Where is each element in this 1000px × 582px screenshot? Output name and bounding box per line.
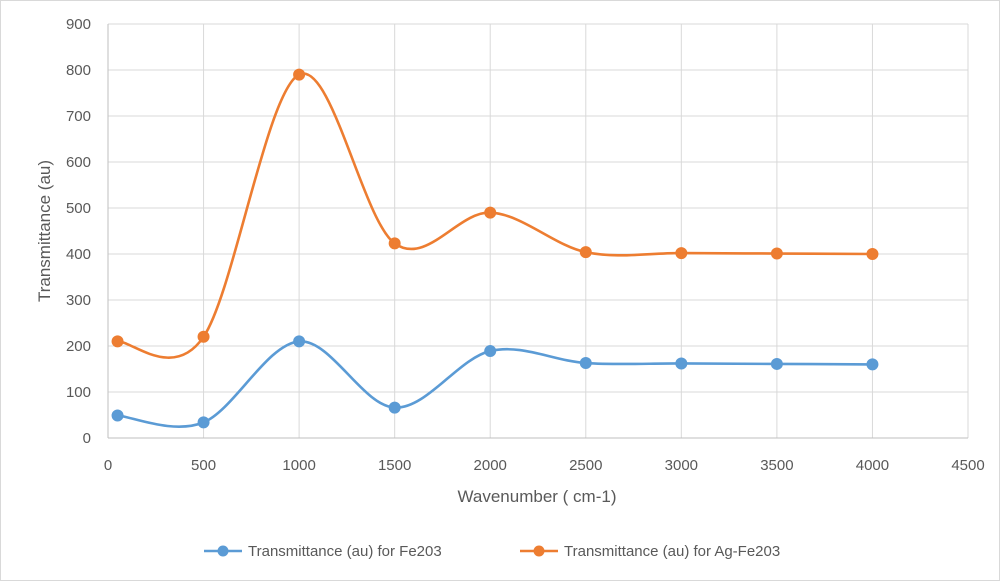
y-tick-label: 800 <box>66 62 91 79</box>
data-point <box>388 401 401 414</box>
y-tick-label: 100 <box>66 384 91 401</box>
data-point <box>111 409 124 422</box>
x-tick-label: 2500 <box>569 457 602 474</box>
legend-label: Transmittance (au) for Ag-Fe203 <box>564 543 780 560</box>
data-point <box>293 68 306 81</box>
x-tick-label: 2000 <box>474 457 507 474</box>
y-tick-label: 0 <box>83 430 91 447</box>
data-point <box>866 358 879 371</box>
x-tick-label: 4500 <box>951 457 984 474</box>
data-point <box>770 357 783 370</box>
legend-item-2: Transmittance (au) for Ag-Fe203 <box>520 543 780 560</box>
y-tick-label: 900 <box>66 16 91 33</box>
legend: Transmittance (au) for Fe203 Transmittanc… <box>204 543 780 560</box>
data-point <box>197 330 210 343</box>
y-tick-label: 300 <box>66 292 91 309</box>
x-tick-label: 4000 <box>856 457 889 474</box>
legend-marker-swatch <box>217 545 229 557</box>
data-point <box>197 416 210 429</box>
x-tick-label: 3000 <box>665 457 698 474</box>
x-tick-label: 0 <box>104 457 112 474</box>
y-tick-label: 700 <box>66 108 91 125</box>
legend-item-1: Transmittance (au) for Fe203 <box>204 543 442 560</box>
data-point <box>484 206 497 219</box>
data-point <box>484 345 497 358</box>
series-markers <box>111 68 879 429</box>
series-line-2 <box>116 72 874 359</box>
x-tick-label: 3500 <box>760 457 793 474</box>
legend-label: Transmittance (au) for Fe203 <box>248 543 442 560</box>
y-tick-label: 500 <box>66 200 91 217</box>
x-tick-label: 500 <box>191 457 216 474</box>
data-point <box>675 357 688 370</box>
data-point <box>675 247 688 260</box>
data-point <box>866 248 879 260</box>
data-point <box>579 246 592 259</box>
y-tick-label: 600 <box>66 154 91 171</box>
y-tick-labels: 0 100 200 300 400 500 600 700 800 900 <box>66 16 91 447</box>
y-tick-label: 400 <box>66 246 91 263</box>
y-axis-title: Transmittance (au) <box>35 160 54 302</box>
x-tick-labels: 0 500 1000 1500 2000 2500 3000 3500 4000 4500 <box>104 457 985 474</box>
series-lines <box>116 72 874 428</box>
data-point <box>579 357 592 370</box>
x-tick-label: 1000 <box>282 457 315 474</box>
axes <box>107 24 968 439</box>
x-axis-title: Wavenumber ( cm-1) <box>457 487 616 506</box>
data-point <box>293 335 306 348</box>
data-point <box>770 247 783 260</box>
y-tick-label: 200 <box>66 338 91 355</box>
data-point <box>111 335 124 348</box>
legend-marker-swatch <box>533 545 545 557</box>
series-line-1 <box>116 340 874 428</box>
data-point <box>388 237 401 250</box>
x-tick-label: 1500 <box>378 457 411 474</box>
